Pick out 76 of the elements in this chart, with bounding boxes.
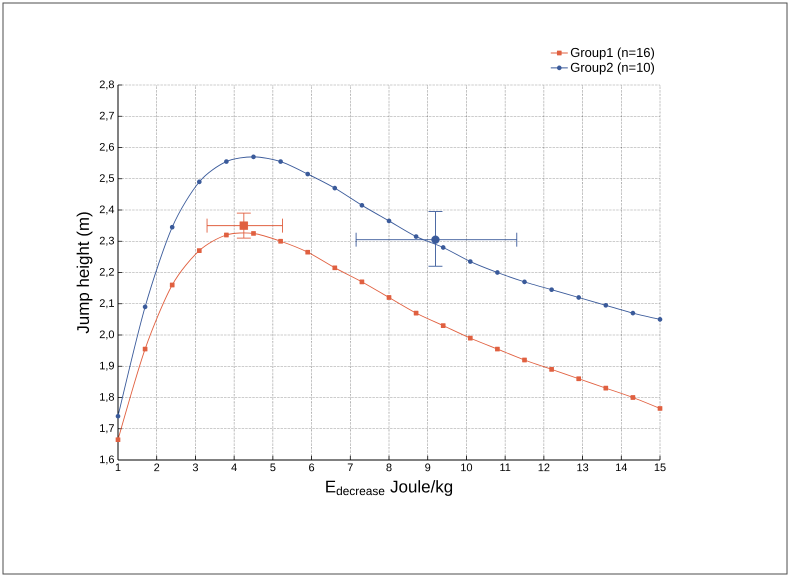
x-tick-label: 13	[577, 464, 588, 472]
point	[251, 154, 256, 160]
point	[414, 234, 418, 239]
legend-label: Group1 (n=16)	[570, 48, 654, 60]
x-tick-label: 8	[386, 464, 392, 472]
point	[386, 218, 392, 224]
x-tick-label: 6	[309, 464, 314, 472]
point	[360, 280, 364, 284]
y-tick-label: 2,5	[100, 174, 114, 184]
point	[170, 224, 175, 230]
point	[549, 367, 554, 372]
x-tick-label: 9	[425, 464, 430, 472]
x-tick-label: 11	[500, 464, 510, 472]
x-tick-label: 10	[461, 464, 472, 472]
x-tick-label: 7	[348, 464, 353, 472]
y-tick-label: 2,0	[100, 330, 114, 340]
point	[495, 270, 500, 275]
y-tick-label: 2,6	[100, 142, 114, 152]
point	[522, 358, 527, 362]
point	[549, 287, 554, 292]
point	[116, 414, 120, 419]
point	[196, 180, 202, 184]
y-tick-label: 2,2	[100, 268, 114, 278]
point	[278, 159, 283, 164]
x-tick-label: 3	[192, 464, 198, 472]
point	[603, 386, 608, 390]
y-tick-label: 1,7	[100, 424, 114, 434]
x-tick-label: 12	[538, 464, 550, 472]
point	[576, 295, 582, 300]
point	[305, 172, 310, 176]
x-tick-label: 14	[616, 464, 628, 472]
point	[196, 248, 202, 253]
point	[142, 346, 148, 352]
y-tick-label: 1,8	[100, 392, 114, 402]
point	[658, 406, 662, 411]
point	[495, 346, 500, 352]
point	[278, 238, 283, 244]
point	[630, 395, 636, 400]
y-tick-label: 2,1	[100, 299, 114, 308]
point	[360, 202, 364, 208]
point	[251, 231, 256, 236]
y-tick-label: 1,6	[100, 455, 114, 465]
point	[414, 310, 418, 316]
point	[224, 159, 229, 164]
legend-label: Group2 (n=10)	[570, 62, 654, 74]
x-tick-label: 1	[116, 464, 121, 472]
point	[431, 236, 440, 244]
point	[332, 265, 338, 270]
point	[468, 336, 473, 340]
y-tick-label: 2,7	[100, 112, 114, 121]
point	[170, 282, 175, 288]
x-tick-label: 4	[231, 464, 237, 472]
point	[658, 317, 662, 322]
point	[386, 295, 392, 300]
y-tick-label: 2,3	[100, 236, 114, 246]
point	[522, 280, 527, 284]
point	[630, 310, 636, 316]
x-tick-label: 15	[654, 464, 666, 472]
point	[332, 186, 338, 190]
point	[440, 245, 446, 250]
x-axis-title: E$_{decrease}$ Joule/kg	[326, 480, 452, 496]
y-axis-title: Jump height (m)	[76, 212, 92, 334]
point	[116, 437, 120, 442]
y-tick-label: 2,8	[100, 80, 114, 90]
point	[224, 232, 229, 238]
point	[440, 323, 446, 328]
y-tick-label: 1,9	[100, 362, 114, 371]
point	[305, 250, 310, 255]
point	[468, 259, 473, 264]
point	[240, 221, 248, 230]
point	[576, 376, 582, 382]
y-tick-label: 2,4	[100, 205, 114, 215]
x-tick-label: 5	[270, 464, 276, 472]
point	[142, 304, 148, 310]
x-tick-label: 2	[154, 464, 160, 472]
point	[603, 302, 608, 308]
